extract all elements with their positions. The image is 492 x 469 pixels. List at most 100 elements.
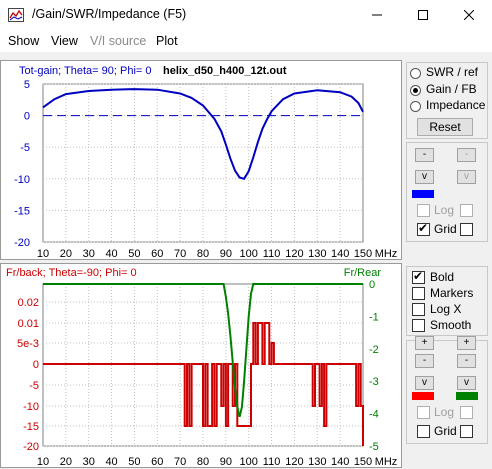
top-left-scale-down-button[interactable]: v [415,170,434,184]
frontback-x-tick-label: 90 [220,456,232,467]
gain-x-tick-label: 140 [331,248,349,259]
swr-radio[interactable] [410,68,421,79]
plot-mode-group [406,62,488,139]
gain-chart-filename: helix_d50_h400_12t.out [163,65,287,77]
top-grid-right-checkbox[interactable] [460,223,473,236]
bottom-grid-right-checkbox[interactable] [460,425,473,438]
bottom-left-scale-plus-button[interactable]: + [415,336,434,350]
gain-radio[interactable] [410,85,421,96]
frontback-y-tick-label: -10 [23,401,39,413]
frontback-x-tick-label: 80 [197,456,209,467]
frontback-x-tick-label: 40 [105,456,117,467]
menu-plot[interactable]: Plot [156,34,178,48]
close-icon [464,10,474,20]
bold-checkbox[interactable]: ✔ [412,269,425,284]
gain-x-tick-label: 130 [308,248,326,259]
top-log-checkbox[interactable] [417,204,430,217]
gain-y-tick-label: -20 [14,237,30,249]
top-log-label: Log [434,203,455,217]
frontback-x-tick-label: 110 [263,456,281,467]
frontback-y-tick-label: 0.01 [18,318,39,330]
menu-view[interactable]: View [51,34,78,48]
menu-show[interactable]: Show [8,34,40,48]
gain-x-tick-label: 100 [240,248,258,259]
frontback-y-tick-label: 0 [33,359,39,371]
swr-radio-label: SWR / ref [426,65,479,79]
gain-radio-label: Gain / FB [426,82,477,96]
gain-x-tick-label: 50 [128,248,140,259]
frontrear-y-tick-label: -2 [369,344,379,356]
frontback-y-tick-label: -15 [23,421,39,433]
gain-x-tick-label: 60 [151,248,163,259]
gain-curve [42,88,364,180]
frontback-x-tick-label: 120 [285,456,303,467]
top-log-right-checkbox[interactable] [460,204,473,217]
menu-vi-source[interactable]: V/I source [90,34,147,48]
top-grid-checkbox[interactable]: ✔ [417,221,430,236]
smooth-label: Smooth [430,318,472,332]
bottom-left-scale-minus-button[interactable]: - [415,354,434,368]
gain-x-tick-label: 120 [285,248,303,259]
title-bar: /Gain/SWR/Impedance (F5) [0,0,492,30]
check-icon: ✔ [418,221,429,235]
display-options-group [406,266,488,336]
gain-x-tick-label: 20 [60,248,72,259]
reset-button[interactable]: Reset [417,118,473,136]
frontback-x-tick-label: 50 [128,456,140,467]
bold-label: Bold [430,270,455,284]
gain-chart-header: Tot-gain; Theta= 90; Phi= 0 [19,65,152,77]
frontrear-chart-header: Fr/Rear [344,267,382,279]
bottom-right-scale-plus-button[interactable]: + [457,336,476,350]
frontrear-y-tick-label: 0 [369,279,375,291]
frontback-y-tick-label: 0.02 [18,297,39,309]
bottom-grid-checkbox[interactable] [417,425,430,438]
gain-x-tick-label: 10 [37,248,49,259]
frontrear-curve [43,283,363,418]
gain-y-tick-label: -5 [20,142,30,154]
top-right-scale-down-button[interactable]: v [457,170,476,184]
gain-y-tick-label: -10 [14,174,30,186]
minimize-button[interactable] [354,0,400,30]
bottom-left-scale-down-button[interactable]: v [415,376,434,390]
gain-x-tick-label: 40 [105,248,117,259]
frontrear-y-tick-label: -5 [369,441,379,453]
gain-curve-color-swatch[interactable] [412,190,434,198]
gain-y-tick-label: 0 [24,111,30,123]
gain-x-tick-label: 90 [220,248,232,259]
frontback-color-swatch[interactable] [412,392,434,400]
gain-x-tick-label: 110 [263,248,281,259]
maximize-button[interactable] [400,0,446,30]
maximize-icon [418,10,428,20]
frontrear-y-tick-label: -3 [369,376,379,388]
impedance-radio-label: Impedance [426,98,486,112]
bottom-log-right-checkbox[interactable] [460,406,473,419]
frontback-y-tick-label: 5e-3 [17,338,39,350]
bottom-log-label: Log [434,405,455,419]
frontback-chart: Fr/back; Theta=-90; Phi= 0 Fr/Rear 0.02 0… [6,267,398,467]
frontback-x-tick-label: 130 [308,456,326,467]
impedance-radio[interactable] [410,101,421,112]
check-icon: ✔ [413,269,424,283]
frontback-x-tick-label: 20 [60,456,72,467]
bottom-log-checkbox[interactable] [417,406,430,419]
frontback-x-unit: MHz [375,456,398,467]
frontback-x-tick-label: 150 [354,456,372,467]
top-left-scale-minus-button[interactable]: - [415,148,434,162]
bottom-right-scale-minus-button[interactable]: - [457,354,476,368]
logx-checkbox[interactable] [412,303,425,316]
chart-icon [8,8,24,22]
frontback-x-tick-label: 70 [174,456,186,467]
top-grid-label: Grid [434,222,457,236]
frontrear-color-swatch[interactable] [456,392,478,400]
window-title: /Gain/SWR/Impedance (F5) [32,7,187,21]
close-button[interactable] [446,0,492,30]
frontback-y-tick-label: -20 [23,441,39,453]
gain-x-tick-label: 30 [83,248,95,259]
gain-x-tick-label: 150 [354,248,372,259]
smooth-checkbox[interactable] [412,319,425,332]
frontback-x-tick-label: 100 [240,456,258,467]
top-right-scale-minus-button[interactable]: - [457,148,476,162]
markers-checkbox[interactable] [412,287,425,300]
frontback-chart-header: Fr/back; Theta=-90; Phi= 0 [6,267,137,279]
bottom-right-scale-down-button[interactable]: v [457,376,476,390]
